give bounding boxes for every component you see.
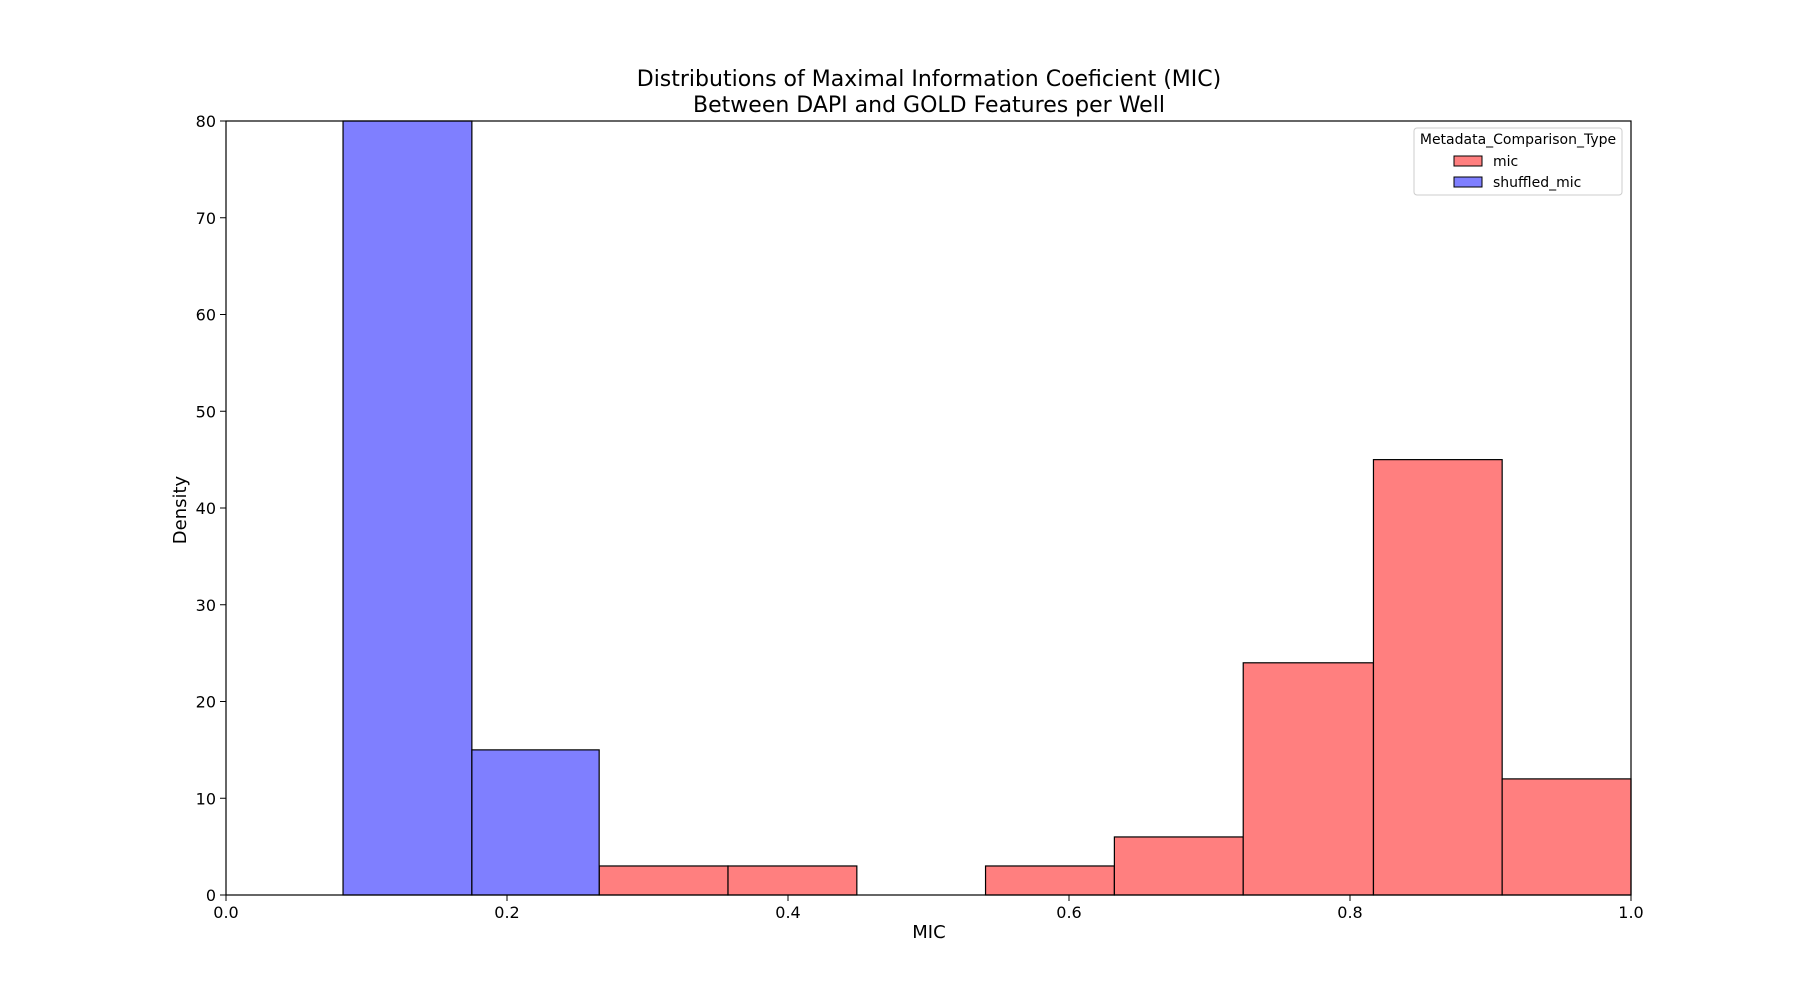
y-tick-label: 70	[196, 209, 216, 228]
legend-entries: mic shuffled_mic	[1453, 154, 1581, 191]
x-tick-label: 0.2	[494, 903, 519, 922]
histogram-bar-mic-1	[727, 865, 858, 896]
histogram-bar-mic-7	[1501, 778, 1632, 896]
x-axis-label: MIC	[912, 922, 945, 943]
bars-layer	[342, 120, 1632, 896]
histogram-bar-mic-0	[598, 865, 729, 896]
x-tick-label: 0.6	[1056, 903, 1081, 922]
y-tick-label: 80	[196, 112, 216, 131]
legend-title: Metadata_Comparison_Type	[1420, 132, 1616, 148]
legend-swatch-mic	[1453, 155, 1483, 167]
y-tick-label: 60	[196, 306, 216, 325]
x-axis: 0.0 0.2 0.4 0.6 0.8 1.0	[213, 895, 1644, 922]
y-tick-label: 20	[196, 693, 216, 712]
legend-swatch-shuffled_mic	[1453, 176, 1483, 188]
legend-label-mic: mic	[1493, 154, 1518, 170]
legend-label-shuffled_mic: shuffled_mic	[1493, 175, 1581, 191]
histogram-bar-shuffled_mic-1	[471, 749, 600, 896]
legend: Metadata_Comparison_Type mic shuffled_mic	[1413, 127, 1623, 196]
x-tick-label: 0.8	[1337, 903, 1362, 922]
y-tick-label: 10	[196, 789, 216, 808]
x-tick-label: 0.0	[213, 903, 238, 922]
histogram-bar-mic-5	[1242, 662, 1375, 896]
x-tick-label: 0.4	[775, 903, 800, 922]
y-tick-label: 0	[206, 886, 216, 905]
y-axis-label: Density	[170, 475, 191, 544]
chart-title: Distributions of Maximal Information Coe…	[637, 67, 1221, 92]
histogram-bar-mic-6	[1372, 459, 1503, 896]
histogram-bar-mic-3	[984, 865, 1115, 896]
histogram-bar-shuffled_mic-0	[342, 120, 473, 896]
y-tick-label: 40	[196, 499, 216, 518]
x-tick-label: 1.0	[1618, 903, 1643, 922]
y-tick-label: 30	[196, 596, 216, 615]
histogram-bar-mic-4	[1113, 836, 1244, 896]
y-tick-label: 50	[196, 402, 216, 421]
y-axis: 0 10 20 30 40 50 60 70 80	[196, 112, 226, 905]
chart-subtitle: Between DAPI and GOLD Features per Well	[693, 93, 1165, 118]
